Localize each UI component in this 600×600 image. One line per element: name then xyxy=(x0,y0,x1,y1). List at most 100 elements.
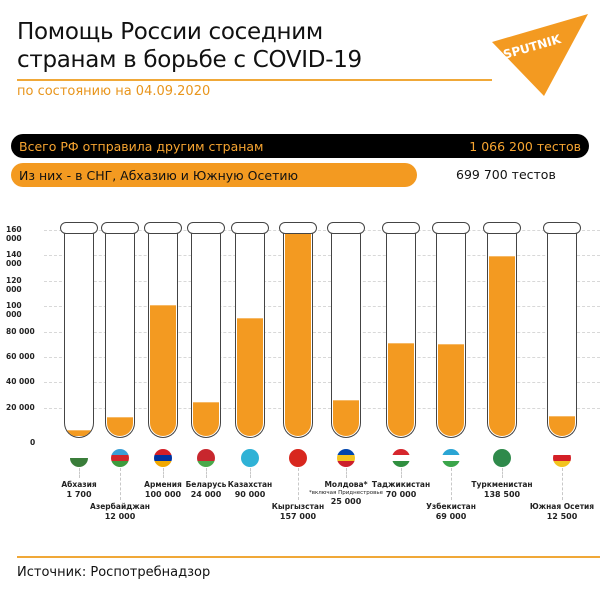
gridline xyxy=(44,230,600,231)
label-connector xyxy=(401,468,402,478)
country-name: Кыргызстан xyxy=(271,502,325,511)
tube-cap xyxy=(382,222,420,234)
header-divider xyxy=(17,79,492,81)
country-name: Таджикистан xyxy=(371,480,431,489)
y-tick-label: 40 000 xyxy=(6,377,35,387)
gridline xyxy=(44,382,600,384)
test-tube xyxy=(101,222,139,438)
country-value: 90 000 xyxy=(234,490,266,499)
footnote: *включая Приднестровье xyxy=(308,490,384,496)
country-value: 1 700 xyxy=(66,490,92,499)
flag-icon xyxy=(197,449,215,467)
label-connector xyxy=(163,468,164,478)
country-label: Казахстан 90 000 xyxy=(205,480,295,500)
tube-cap xyxy=(483,222,521,234)
test-tube xyxy=(432,222,470,438)
date-subtitle: по состоянию на 04.09.2020 xyxy=(17,84,211,99)
footer-divider xyxy=(17,556,600,558)
country-label: Туркменистан 138 500 xyxy=(457,480,547,500)
tube-body xyxy=(235,232,265,438)
tube-cap xyxy=(231,222,269,234)
country-value: 70 000 xyxy=(385,490,417,499)
gridline xyxy=(44,306,600,308)
tube-body xyxy=(64,232,94,438)
country-value: 69 000 xyxy=(435,512,467,521)
country-name: Туркменистан xyxy=(471,480,533,489)
tube-body xyxy=(331,232,361,438)
total-label: Всего РФ отправила другим странам xyxy=(19,138,264,154)
y-tick-label: 80 000 xyxy=(6,326,35,336)
test-tube xyxy=(543,222,581,438)
country-name: Казахстан xyxy=(227,480,273,489)
label-connector xyxy=(206,468,207,478)
country-label: Беларусь 24 000 xyxy=(161,480,251,500)
test-tube xyxy=(483,222,521,438)
tube-cap xyxy=(60,222,98,234)
gridline xyxy=(44,407,600,409)
label-connector xyxy=(502,468,503,478)
country-value: 100 000 xyxy=(144,490,182,499)
country-label: Азербайджан 12 000 xyxy=(75,502,165,522)
y-tick-label: 60 000 xyxy=(6,351,35,361)
y-tick-label: 140 000 xyxy=(6,250,22,269)
tube-fill-bar xyxy=(333,400,359,436)
tube-body xyxy=(436,232,466,438)
country-label: Армения 100 000 xyxy=(118,480,208,500)
flag-icon xyxy=(392,449,410,467)
tube-fill-bar xyxy=(438,344,464,436)
test-tube xyxy=(327,222,365,438)
country-value: 12 000 xyxy=(104,512,136,521)
gridline xyxy=(44,331,600,333)
title-line-2: странам в борьбе с COVID-19 xyxy=(17,47,362,73)
flag-icon xyxy=(553,449,571,467)
tube-body xyxy=(547,232,577,438)
tube-cap xyxy=(543,222,581,234)
label-connector xyxy=(562,468,563,500)
country-label: Кыргызстан 157 000 xyxy=(253,502,343,522)
country-name: Беларусь xyxy=(185,480,227,489)
total-tests-bar: Всего РФ отправила другим странам 1 066 … xyxy=(11,134,589,158)
country-value: 12 500 xyxy=(546,512,578,521)
country-name: Южная Осетия xyxy=(529,502,595,511)
test-tube xyxy=(279,222,317,438)
country-name: Армения xyxy=(144,480,182,489)
tube-fill-bar xyxy=(388,343,414,436)
country-name: Узбекистан xyxy=(426,502,476,511)
flag-icon xyxy=(289,449,307,467)
tube-fill-bar xyxy=(489,256,515,436)
test-tube xyxy=(187,222,225,438)
tube-fill-bar xyxy=(285,232,311,436)
page-title: Помощь России соседним странам в борьбе … xyxy=(17,18,362,74)
tube-fill-bar xyxy=(237,317,263,436)
country-name: Азербайджан xyxy=(90,502,150,511)
sputnik-logo-icon: SPUTNIK xyxy=(492,14,588,96)
tube-cap xyxy=(327,222,365,234)
country-name: Молдова* xyxy=(324,480,368,489)
y-tick-label: 160 000 xyxy=(6,225,22,243)
y-tick-label: 120 000 xyxy=(6,275,22,294)
tube-fill-bar xyxy=(549,416,575,436)
tube-body xyxy=(283,232,313,438)
test-tube xyxy=(144,222,182,438)
tube-body xyxy=(487,232,517,438)
label-connector xyxy=(298,468,299,500)
tube-fill-bar xyxy=(150,305,176,436)
tube-body xyxy=(148,232,178,438)
tube-fill-bar xyxy=(107,416,133,436)
gridline xyxy=(44,356,600,358)
flag-icon xyxy=(442,449,460,467)
country-name: Абхазия xyxy=(61,480,97,489)
country-label: Абхазия 1 700 xyxy=(34,480,124,500)
test-tube xyxy=(231,222,269,438)
country-label: Южная Осетия 12 500 xyxy=(517,502,600,522)
label-connector xyxy=(79,468,80,478)
sputnik-logo: SPUTNIK xyxy=(488,12,593,98)
tube-cap xyxy=(101,222,139,234)
country-label: Узбекистан 69 000 xyxy=(406,502,496,522)
tube-cap xyxy=(279,222,317,234)
cis-label: Из них - в СНГ, Абхазию и Южную Осетию xyxy=(19,167,298,183)
flag-icon xyxy=(111,449,129,467)
title-line-1: Помощь России соседним xyxy=(17,19,323,45)
country-value: 157 000 xyxy=(279,512,317,521)
country-value: 138 500 xyxy=(483,490,521,499)
